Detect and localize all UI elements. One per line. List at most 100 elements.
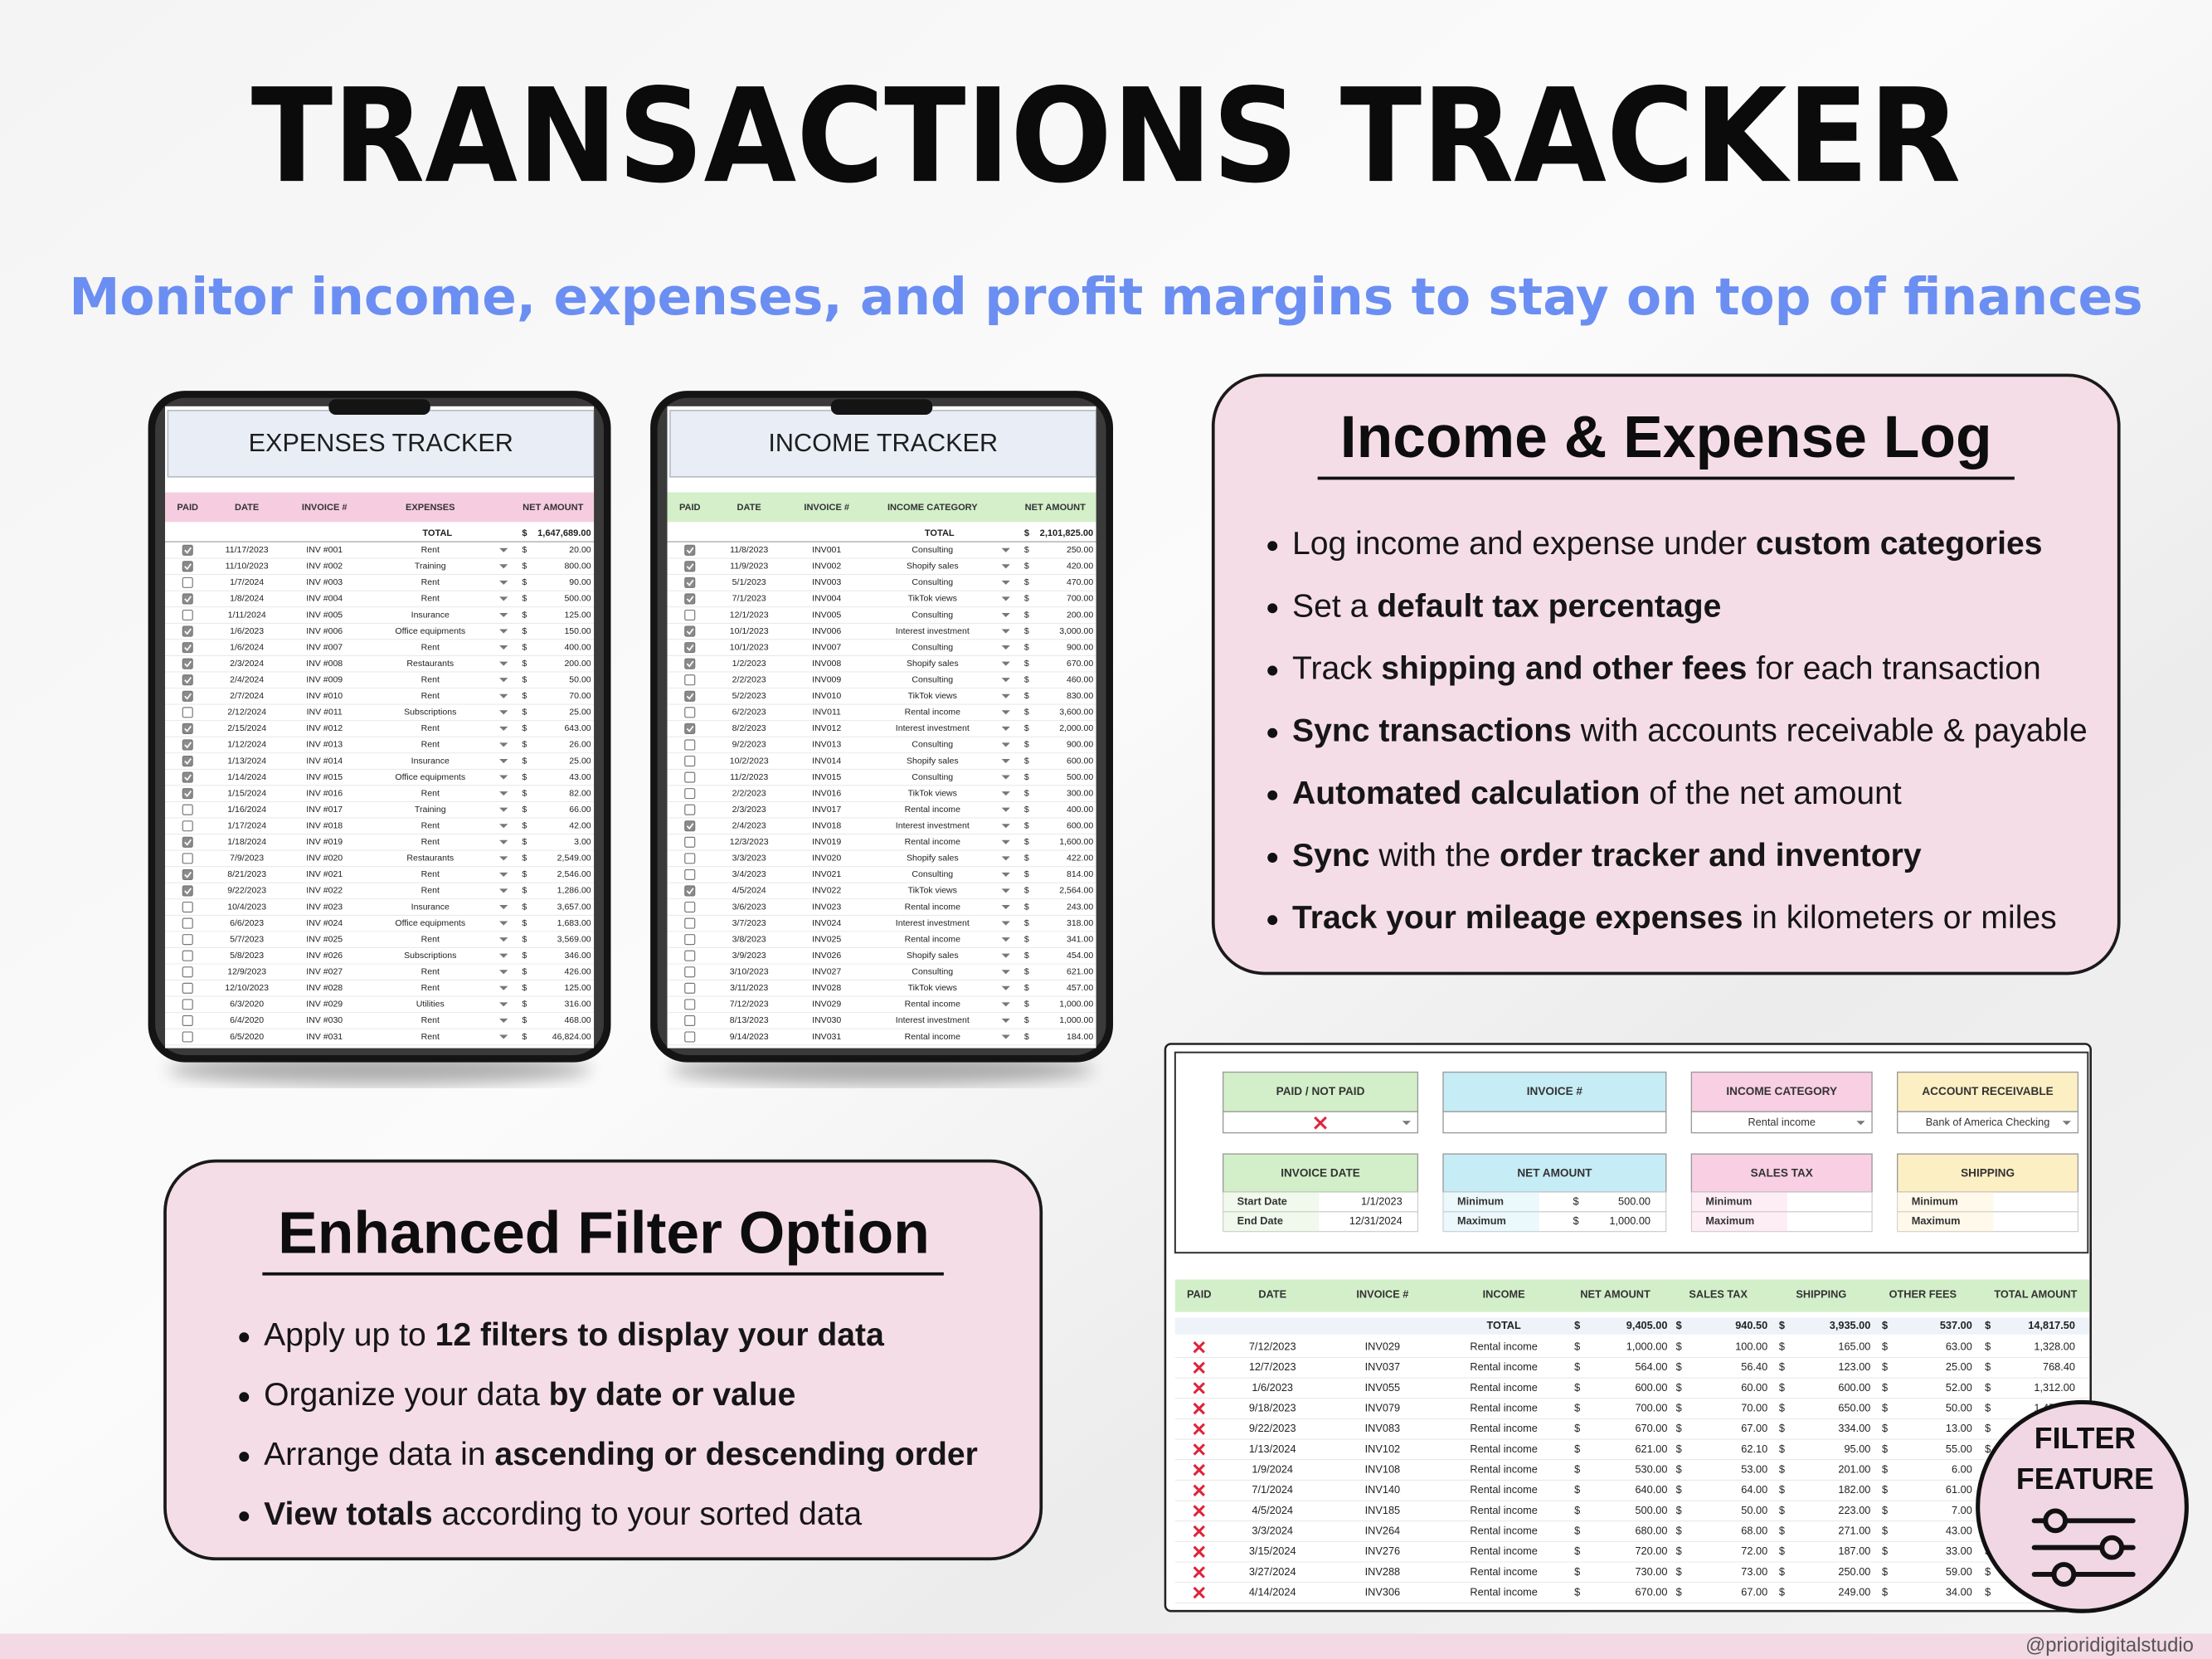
dropdown-arrow <box>499 970 508 975</box>
currency: $ <box>522 772 527 782</box>
footer-handle: @prioridigitalstudio <box>2025 1634 2194 1657</box>
total-value: 14,817.50 <box>2028 1319 2075 1331</box>
tablet-notch <box>830 399 933 415</box>
cell-invoice: INV102 <box>1365 1443 1401 1455</box>
cell-date: 2/2/2023 <box>732 675 766 685</box>
cell-category: Rent <box>421 675 440 685</box>
total-value: 940.50 <box>1735 1319 1767 1331</box>
column-header: DATE <box>737 503 761 513</box>
check-mark <box>184 742 192 749</box>
cell-category: Training <box>415 805 446 815</box>
currency: $ <box>1573 1194 1578 1207</box>
currency: $ <box>1024 837 1029 847</box>
total-label: TOTAL <box>1486 1319 1521 1331</box>
cell-category: Training <box>415 562 446 572</box>
cell-date: 3/11/2023 <box>730 983 768 993</box>
dropdown-arrow <box>1001 710 1010 715</box>
cell-category: Consulting <box>912 740 953 750</box>
bullet-dot <box>1267 915 1278 926</box>
currency: $ <box>1024 788 1029 798</box>
cell-income: Rental income <box>1470 1360 1538 1373</box>
cell-amount: 1,000.00 <box>1626 1340 1668 1353</box>
cell-date: 11/17/2023 <box>226 545 269 555</box>
currency: $ <box>1574 1524 1580 1536</box>
cell-income: Rental income <box>1470 1422 1538 1434</box>
cell-amount: 564.00 <box>1635 1360 1667 1373</box>
cell-date: 11/9/2023 <box>730 562 768 572</box>
cell-category: TikTok views <box>908 594 957 604</box>
currency: $ <box>1574 1340 1580 1353</box>
currency: $ <box>522 821 527 831</box>
cell-date: 1/13/2024 <box>1249 1443 1296 1455</box>
currency: $ <box>522 723 527 733</box>
range-label: Minimum <box>1912 1194 1958 1207</box>
cell-amount: 6.00 <box>1952 1462 1972 1475</box>
currency: $ <box>1676 1483 1682 1496</box>
cell-category: TikTok views <box>908 983 957 993</box>
total-label: TOTAL <box>925 528 955 538</box>
cell-amount: 426.00 <box>564 967 591 977</box>
cell-date: 6/3/2020 <box>230 1000 264 1010</box>
dropdown-arrow <box>499 856 508 861</box>
cell-amount: 316.00 <box>564 1000 591 1010</box>
currency: $ <box>1882 1462 1888 1475</box>
filter-range-label-bg <box>1223 1211 1320 1232</box>
paid-checkbox <box>684 820 696 832</box>
paid-checkbox <box>684 593 696 605</box>
paid-checkbox <box>684 853 696 864</box>
cell-amount: 500.00 <box>1635 1504 1667 1516</box>
cell-amount: 670.00 <box>1067 659 1093 669</box>
cell-amount: 400.00 <box>1067 805 1093 815</box>
cell-date: 3/6/2023 <box>732 902 766 912</box>
paid-checkbox <box>684 982 696 994</box>
dropdown-arrow <box>1001 775 1010 780</box>
dropdown-arrow <box>499 807 508 812</box>
cell-invoice: INV083 <box>1365 1422 1401 1434</box>
info-box <box>1211 373 2121 975</box>
cell-amount: 243.00 <box>1067 902 1093 912</box>
currency: $ <box>1024 577 1029 587</box>
bullet-dot <box>239 1511 250 1522</box>
currency: $ <box>522 1015 527 1025</box>
paid-checkbox <box>684 1031 696 1043</box>
paid-checkbox <box>182 642 193 654</box>
range-value: 1,000.00 <box>1609 1214 1650 1227</box>
currency: $ <box>522 562 527 572</box>
paid-checkbox <box>182 885 193 897</box>
filter-label: PAID / NOT PAID <box>1276 1085 1365 1097</box>
currency: $ <box>1574 1565 1580 1578</box>
currency: $ <box>1779 1402 1785 1414</box>
cell-invoice: INV #011 <box>307 708 343 718</box>
cell-date: 7/12/2023 <box>730 1000 769 1010</box>
cell-invoice: INV031 <box>812 1032 841 1042</box>
cell-amount: 720.00 <box>1635 1545 1667 1557</box>
paid-checkbox <box>182 674 193 686</box>
bullet-dot <box>1267 790 1278 800</box>
currency: $ <box>1676 1462 1682 1475</box>
cell-invoice: INV016 <box>812 788 841 798</box>
cell-date: 1/6/2024 <box>230 642 264 652</box>
currency: $ <box>1024 659 1029 669</box>
bullet-segment: Set a <box>1292 589 1377 625</box>
currency: $ <box>1779 1524 1785 1536</box>
currency: $ <box>1574 1483 1580 1496</box>
cell-invoice: INV007 <box>812 642 841 652</box>
dropdown-arrow <box>1001 580 1010 585</box>
cell-date: 5/2/2023 <box>732 691 766 701</box>
cell-invoice: INV #012 <box>306 723 343 733</box>
cell-amount: 150.00 <box>564 626 591 636</box>
currency: $ <box>1676 1422 1682 1434</box>
slider-knob <box>2099 1535 2125 1560</box>
currency: $ <box>1779 1381 1785 1394</box>
bullet-text: Organize your data by date or value <box>264 1378 795 1413</box>
cell-invoice: INV #016 <box>306 788 343 798</box>
paid-checkbox <box>182 771 193 783</box>
cell-date: 10/4/2023 <box>227 902 266 912</box>
cell-category: Shopify sales <box>907 951 959 961</box>
cell-amount: 1,000.00 <box>1059 1000 1093 1010</box>
cell-amount: 621.00 <box>1067 967 1093 977</box>
badge-text: FILTER <box>2035 1422 2137 1455</box>
cell-category: Rental income <box>905 934 960 944</box>
total-value: 9,405.00 <box>1626 1319 1668 1331</box>
bullet-segment: with the <box>1370 838 1500 873</box>
